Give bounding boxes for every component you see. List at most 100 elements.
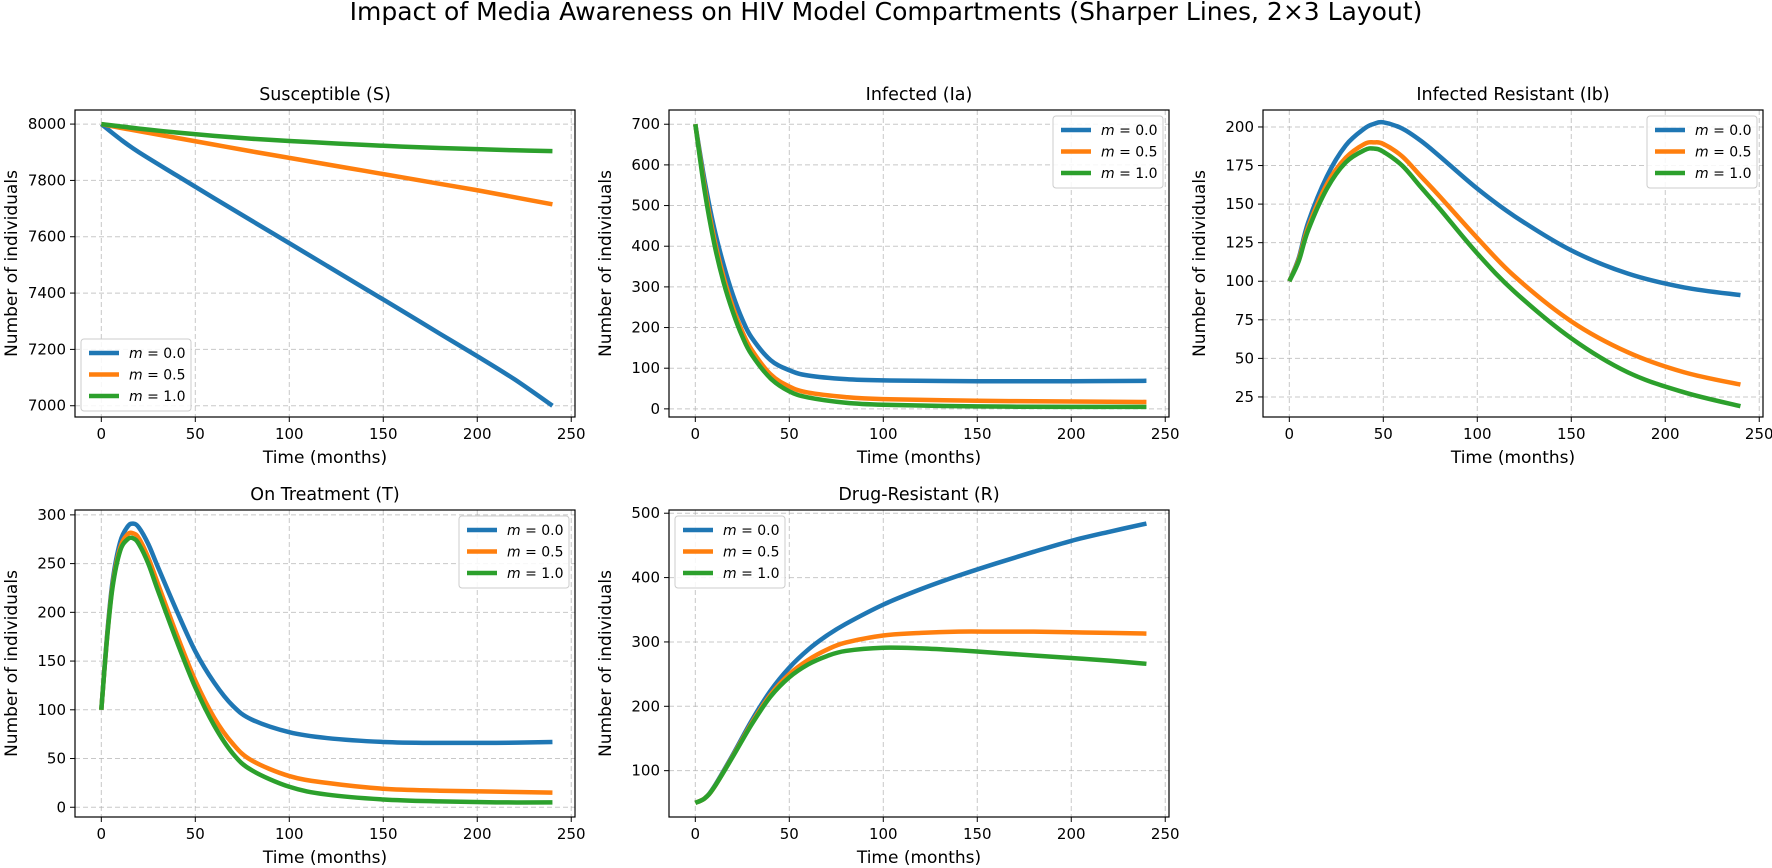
series-line-2 bbox=[99, 535, 553, 805]
y-tick-label: 7000 bbox=[28, 397, 66, 415]
legend: m = 0.0 m = 0.5 m = 1.0 bbox=[1052, 115, 1164, 189]
y-tick-label: 300 bbox=[631, 633, 660, 651]
x-tick-label: 0 bbox=[691, 825, 701, 843]
y-tick-label: 100 bbox=[631, 359, 660, 377]
y-tick-label: 150 bbox=[1225, 195, 1254, 213]
x-tick-label: 200 bbox=[1057, 825, 1086, 843]
y-tick-label: 200 bbox=[1225, 118, 1254, 136]
axes-frame bbox=[668, 509, 1170, 818]
y-axis-label: Number of individuals bbox=[1190, 170, 1210, 357]
subplot-5: 0 50 100 150 200 250 100 200 300 400 500 Drug-Resis… bbox=[596, 485, 1180, 868]
x-tick-label: 200 bbox=[463, 425, 492, 443]
legend-entry-label: m = 0.5 bbox=[1101, 145, 1158, 161]
x-tick-label: 50 bbox=[780, 425, 799, 443]
subplot-4: 0 50 100 150 200 250 0 50 100 150 200 250 300 On Trea… bbox=[2, 485, 586, 868]
legend-entry-label: m = 0.5 bbox=[1695, 145, 1752, 161]
figure-title: Impact of Media Awareness on HIV Model C… bbox=[350, 0, 1423, 26]
legend-box bbox=[458, 515, 570, 589]
y-tick-label: 100 bbox=[631, 762, 660, 780]
y-tick-label: 700 bbox=[631, 115, 660, 133]
series-line-0 bbox=[99, 122, 554, 408]
x-tick-label: 250 bbox=[1151, 425, 1180, 443]
x-tick-label: 150 bbox=[369, 425, 398, 443]
y-axis-label: Number of individuals bbox=[596, 570, 616, 757]
y-tick-label: 50 bbox=[1235, 349, 1254, 367]
x-tick-label: 100 bbox=[869, 825, 898, 843]
y-axis-label: Number of individuals bbox=[596, 170, 616, 357]
x-axis-label: Time (months) bbox=[262, 448, 387, 468]
x-tick-label: 150 bbox=[963, 425, 992, 443]
legend-entry-label: m = 1.0 bbox=[723, 566, 780, 582]
legend: m = 0.0 m = 0.5 m = 1.0 bbox=[458, 515, 570, 589]
subplot-title: Drug-Resistant (R) bbox=[838, 485, 999, 505]
y-tick-label: 250 bbox=[37, 555, 66, 573]
x-tick-label: 150 bbox=[1557, 425, 1586, 443]
legend-entry-label: m = 0.5 bbox=[129, 368, 186, 384]
y-tick-label: 600 bbox=[631, 156, 660, 174]
y-axis-label: Number of individuals bbox=[2, 570, 22, 757]
legend: m = 0.0 m = 0.5 m = 1.0 bbox=[1646, 115, 1758, 189]
y-tick-label: 175 bbox=[1225, 157, 1254, 175]
series-line-2 bbox=[1287, 146, 1741, 409]
series-line-1 bbox=[100, 121, 553, 207]
y-tick-label: 300 bbox=[631, 278, 660, 296]
series-line-0 bbox=[1287, 119, 1741, 298]
legend: m = 0.0 m = 0.5 m = 1.0 bbox=[674, 515, 786, 589]
legend-entry-label: m = 0.0 bbox=[723, 523, 780, 539]
y-tick-label: 500 bbox=[631, 197, 660, 215]
x-tick-label: 250 bbox=[557, 825, 586, 843]
x-tick-label: 100 bbox=[1463, 425, 1492, 443]
legend-box bbox=[1052, 115, 1164, 189]
y-tick-label: 150 bbox=[37, 652, 66, 670]
legend: m = 0.0 m = 0.5 m = 1.0 bbox=[80, 338, 192, 412]
x-tick-label: 250 bbox=[1151, 825, 1180, 843]
axes-frame bbox=[1262, 109, 1764, 418]
y-tick-label: 0 bbox=[56, 798, 66, 816]
subplot-title: Susceptible (S) bbox=[259, 85, 391, 105]
series-line-0 bbox=[693, 123, 1147, 384]
x-axis-label: Time (months) bbox=[262, 848, 387, 868]
legend-entry-label: m = 1.0 bbox=[129, 389, 186, 405]
y-tick-label: 100 bbox=[37, 701, 66, 719]
y-tick-label: 50 bbox=[47, 750, 66, 768]
y-tick-label: 8000 bbox=[28, 115, 66, 133]
legend-entry-label: m = 0.0 bbox=[507, 523, 564, 539]
y-tick-label: 400 bbox=[631, 569, 660, 587]
subplot-1: 0 50 100 150 200 250 7000 7200 7400 7600 7800 8000 S… bbox=[2, 85, 586, 468]
legend-entry-label: m = 1.0 bbox=[507, 566, 564, 582]
x-tick-label: 250 bbox=[1745, 425, 1772, 443]
subplot-title: Infected (Ia) bbox=[866, 85, 973, 105]
x-axis-label: Time (months) bbox=[856, 848, 981, 868]
y-tick-label: 75 bbox=[1235, 311, 1254, 329]
series-line-2 bbox=[101, 121, 553, 154]
subplot-3: 0 50 100 150 200 250 25 50 75 100 125 150 175 200 Infe… bbox=[1190, 85, 1772, 468]
legend-entry-label: m = 0.5 bbox=[507, 545, 564, 561]
legend-entry-label: m = 0.5 bbox=[723, 545, 780, 561]
axes-frame bbox=[74, 509, 576, 818]
legend-box bbox=[674, 515, 786, 589]
y-tick-label: 0 bbox=[650, 400, 660, 418]
y-tick-label: 300 bbox=[37, 506, 66, 524]
y-tick-label: 200 bbox=[631, 697, 660, 715]
x-tick-label: 50 bbox=[186, 425, 205, 443]
y-tick-label: 125 bbox=[1225, 234, 1254, 252]
legend-entry-label: m = 0.0 bbox=[1695, 123, 1752, 139]
x-tick-label: 0 bbox=[97, 425, 107, 443]
x-tick-label: 50 bbox=[780, 825, 799, 843]
y-tick-label: 400 bbox=[631, 237, 660, 255]
x-tick-label: 250 bbox=[557, 425, 586, 443]
x-tick-label: 50 bbox=[1374, 425, 1393, 443]
y-tick-label: 200 bbox=[37, 603, 66, 621]
x-tick-label: 100 bbox=[275, 425, 304, 443]
x-axis-label: Time (months) bbox=[1450, 448, 1575, 468]
subplot-title: Infected Resistant (Ib) bbox=[1416, 85, 1609, 105]
y-tick-label: 7800 bbox=[28, 171, 66, 189]
x-tick-label: 100 bbox=[275, 825, 304, 843]
subplot-2: 0 50 100 150 200 250 0 100 200 300 400 500 600 700 Inf… bbox=[596, 85, 1180, 468]
axes-frame bbox=[668, 109, 1170, 418]
legend-entry-label: m = 1.0 bbox=[1695, 166, 1752, 182]
y-axis-label: Number of individuals bbox=[2, 170, 22, 357]
legend-box bbox=[1646, 115, 1758, 189]
legend-entry-label: m = 1.0 bbox=[1101, 166, 1158, 182]
